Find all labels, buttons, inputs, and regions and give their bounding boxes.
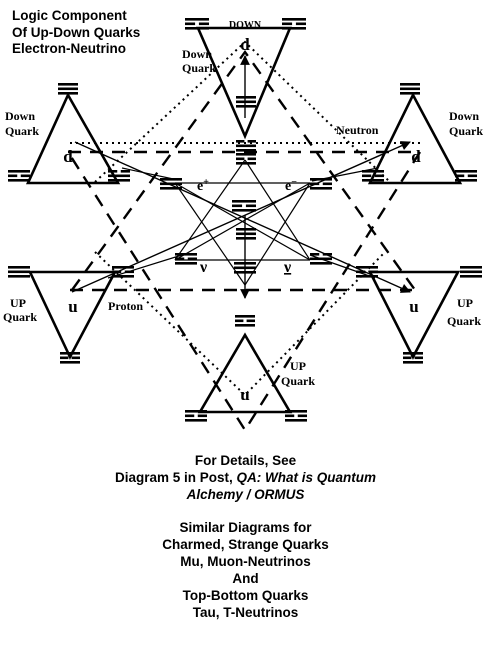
trigram-mark	[236, 153, 256, 165]
label-down-quark-right: Down Quark	[449, 109, 483, 138]
similar-line-3: Mu, Muon-Neutrinos	[180, 554, 311, 569]
diagram-title: Logic Component Of Up-Down Quarks Electr…	[12, 8, 140, 58]
down-quark-triangle-top	[196, 26, 292, 140]
caption-line-2-prefix: Diagram 5 in Post,	[114, 470, 237, 485]
dashed-triangle-up	[71, 49, 416, 291]
similar-line-5: Top-Bottom Quarks	[182, 588, 309, 603]
trigram-mark	[356, 266, 378, 278]
label-e-minus: e−	[285, 177, 297, 194]
trigram-mark	[175, 253, 197, 265]
up-quark-triangle-left	[27, 270, 118, 360]
label-up-quark-left: UP Quark	[3, 296, 37, 324]
title-line-1: Logic Component	[12, 8, 127, 23]
trigram-mark	[310, 178, 332, 190]
trigram-mark	[160, 178, 182, 190]
trigram-mark	[185, 18, 209, 30]
details-caption: For Details, See Diagram 5 in Post, QA: …	[0, 452, 491, 503]
similar-line-2: Charmed, Strange Quarks	[162, 537, 329, 552]
caption-post-title: QA: What is Quantum	[236, 470, 377, 485]
trigram-mark	[235, 315, 255, 327]
label-e-plus: e+	[197, 177, 209, 194]
trigram-mark	[108, 170, 130, 182]
trigram-mark	[236, 228, 256, 240]
similar-diagrams-caption: Similar Diagrams for Charmed, Strange Qu…	[0, 519, 491, 621]
label-down-quark-top-left: Down Quark	[182, 47, 216, 75]
up-quark-triangle-right	[367, 270, 461, 360]
trigram-mark	[400, 83, 420, 95]
trigram-mark	[455, 170, 477, 182]
caption-line-3: Alchemy / ORMUS	[186, 487, 305, 502]
trigram-mark	[236, 96, 256, 108]
trigram-mark	[58, 83, 78, 95]
trigram-mark	[8, 266, 30, 278]
similar-line-6: Tau, T-Neutrinos	[192, 605, 299, 620]
central-star	[174, 159, 311, 286]
label-u-left: u	[68, 297, 77, 316]
trigram-mark	[460, 266, 482, 278]
label-d-left: d	[63, 147, 73, 166]
label-d-right: d	[411, 147, 421, 166]
similar-line-1: Similar Diagrams for	[179, 520, 312, 535]
trigram-mark	[285, 410, 307, 422]
trigram-mark	[310, 253, 332, 265]
down-quark-triangle-right	[367, 92, 463, 185]
label-down-top: DOWN	[229, 20, 262, 31]
dotted-triangle-up	[94, 40, 391, 183]
trigram-mark	[234, 262, 256, 274]
label-up-quark-right: UP Quark	[447, 296, 481, 328]
trigram-mark	[185, 410, 207, 422]
similar-line-4: And	[232, 571, 259, 586]
label-nu-bar: ν	[283, 259, 291, 276]
title-line-3: Electron-Neutrino	[12, 41, 127, 56]
trigram-mark	[60, 352, 80, 364]
label-proton: Proton	[108, 299, 143, 313]
label-u-bottom: u	[240, 385, 249, 404]
trigram-mark	[236, 140, 256, 152]
label-d-top: d	[240, 35, 250, 54]
label-down-quark-left: Down Quark	[5, 109, 39, 138]
label-up-quark-bottom: UP Quark	[281, 359, 315, 388]
down-quark-triangle-left	[25, 92, 121, 185]
trigram-mark	[8, 170, 30, 182]
caption-line-2: Diagram 5 in Post, QA: What is Quantum	[0, 469, 491, 486]
trigram-mark	[282, 18, 306, 30]
trigram-mark	[403, 352, 423, 364]
dashed-triangle-down	[65, 150, 423, 433]
label-nu: ν	[199, 259, 207, 276]
caption-line-1: For Details, See	[194, 453, 297, 468]
trigram-mark	[362, 170, 384, 182]
connector-lines	[107, 167, 379, 279]
trigram-symbols	[8, 18, 482, 422]
label-u-right: u	[409, 297, 418, 316]
label-neutron: Neutron	[336, 123, 379, 137]
trigram-mark	[232, 200, 256, 212]
up-quark-triangle-bottom	[197, 332, 293, 414]
title-line-2: Of Up-Down Quarks	[12, 24, 141, 40]
trigram-mark	[112, 266, 134, 278]
